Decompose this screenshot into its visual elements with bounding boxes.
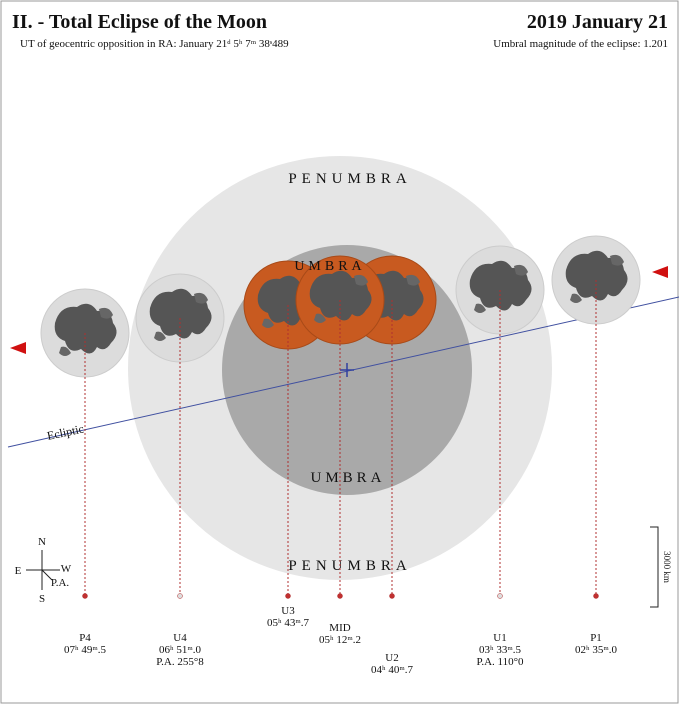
penumbra-bottom-label: PENUMBRA (288, 558, 411, 574)
compass-w: W (61, 563, 72, 575)
arrow-right (652, 266, 668, 278)
contact-dot (83, 594, 88, 599)
contact-time: 07ʰ 49ᵐ.5 (64, 644, 106, 656)
contact-label: U2 (385, 652, 398, 664)
arrow-left (10, 342, 26, 354)
eclipse-diagram: II. - Total Eclipse of the Moon 2019 Jan… (0, 0, 679, 704)
contact-dot (178, 594, 183, 599)
contact-label: U1 (493, 632, 506, 644)
compass-pa: P.A. (51, 577, 70, 589)
compass: N S E W P.A. (15, 536, 72, 605)
contact-time: 03ʰ 33ᵐ.5 (479, 644, 521, 656)
contact-label: U4 (173, 632, 187, 644)
contact-dot (390, 594, 395, 599)
contact-dot (338, 594, 343, 599)
penumbra-top-label: PENUMBRA (288, 171, 411, 187)
compass-n: N (38, 536, 46, 548)
contact-label: P1 (590, 632, 602, 644)
compass-e: E (15, 565, 22, 577)
title: II. - Total Eclipse of the Moon (12, 11, 267, 33)
opposition: UT of geocentric opposition in RA: Janua… (20, 38, 289, 50)
umbra-bottom-label: UMBRA (310, 470, 385, 486)
contact-time: 05ʰ 43ᵐ.7 (267, 617, 309, 629)
contact-dot (286, 594, 291, 599)
scale-bar: 3000 km (650, 527, 672, 607)
contact-dot (594, 594, 599, 599)
magnitude: Umbral magnitude of the eclipse: 1.201 (493, 38, 668, 50)
contact-label: U3 (281, 605, 295, 617)
umbra-top-label: UMBRA (294, 259, 365, 274)
date: 2019 January 21 (527, 11, 668, 33)
contact-pa: P.A. 255°8 (156, 656, 204, 668)
contact-time: 02ʰ 35ᵐ.0 (575, 644, 617, 656)
contact-label: P4 (79, 632, 91, 644)
contact-time: 05ʰ 12ᵐ.2 (319, 634, 361, 646)
contact-dot (498, 594, 503, 599)
contact-label: MID (329, 622, 350, 634)
compass-s: S (39, 593, 45, 605)
contact-time: 06ʰ 51ᵐ.0 (159, 644, 201, 656)
ecliptic-label: Ecliptic (46, 421, 85, 442)
contact-pa: P.A. 110°0 (476, 656, 524, 668)
contact-time: 04ʰ 40ᵐ.7 (371, 664, 413, 676)
scale-label: 3000 km (662, 551, 672, 583)
